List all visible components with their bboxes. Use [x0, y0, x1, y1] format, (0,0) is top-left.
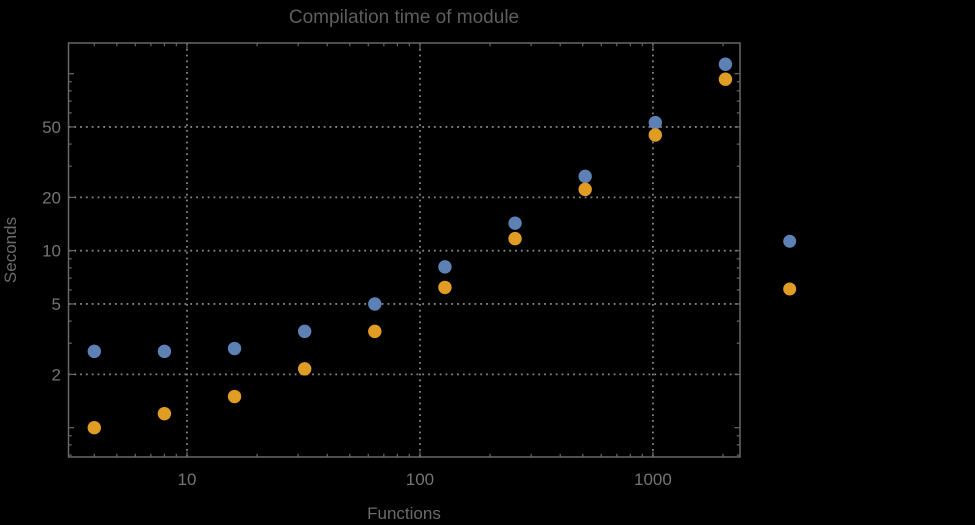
- data-points: [87, 57, 733, 435]
- y-axis-label: Seconds: [1, 217, 20, 283]
- x-axis-label: Functions: [367, 504, 441, 523]
- plot-legend: [783, 234, 797, 296]
- y-tick-label-20: 20: [42, 188, 61, 207]
- y-tick-label-2: 2: [52, 365, 61, 384]
- data-point-series-1-x32: [297, 324, 312, 339]
- x-tick-label-1000: 1000: [634, 470, 672, 489]
- data-point-series-2-x128: [438, 280, 452, 295]
- chart-title: Compilation time of module: [289, 7, 519, 28]
- data-point-series-2-x256: [508, 231, 522, 246]
- x-tick-label-10: 10: [178, 470, 197, 489]
- legend-marker-2: [783, 282, 797, 296]
- y-tick-label-50: 50: [42, 118, 61, 137]
- data-point-series-2-x1024: [648, 128, 663, 142]
- y-tick-label-5: 5: [52, 295, 61, 314]
- x-tick-label-100: 100: [406, 470, 434, 489]
- axis-ticks: [68, 43, 740, 457]
- data-point-series-1-x2048: [718, 57, 733, 71]
- data-point-series-1-x1024: [648, 115, 663, 130]
- data-point-series-1-x512: [578, 169, 592, 184]
- data-point-series-1-x256: [508, 216, 522, 230]
- data-point-series-1-x4: [87, 344, 101, 359]
- data-point-series-2-x16: [227, 389, 242, 404]
- data-point-series-1-x8: [157, 344, 172, 359]
- data-point-series-2-x512: [578, 182, 592, 197]
- data-point-series-1-x16: [227, 341, 242, 356]
- tick-labels: 10 100 1000 2 5 10 20 50: [42, 118, 672, 489]
- gridlines: [68, 43, 740, 457]
- data-point-series-2-x8: [157, 406, 172, 421]
- plot-frame: [67, 42, 741, 458]
- data-point-series-2-x64: [368, 324, 382, 339]
- legend-marker-1: [783, 234, 797, 248]
- data-point-series-2-x4: [87, 420, 101, 435]
- data-point-series-2-x32: [297, 362, 312, 376]
- data-point-series-1-x64: [368, 297, 382, 311]
- y-tick-label-10: 10: [42, 242, 61, 261]
- data-point-series-1-x128: [438, 260, 452, 274]
- data-point-series-2-x2048: [718, 72, 733, 86]
